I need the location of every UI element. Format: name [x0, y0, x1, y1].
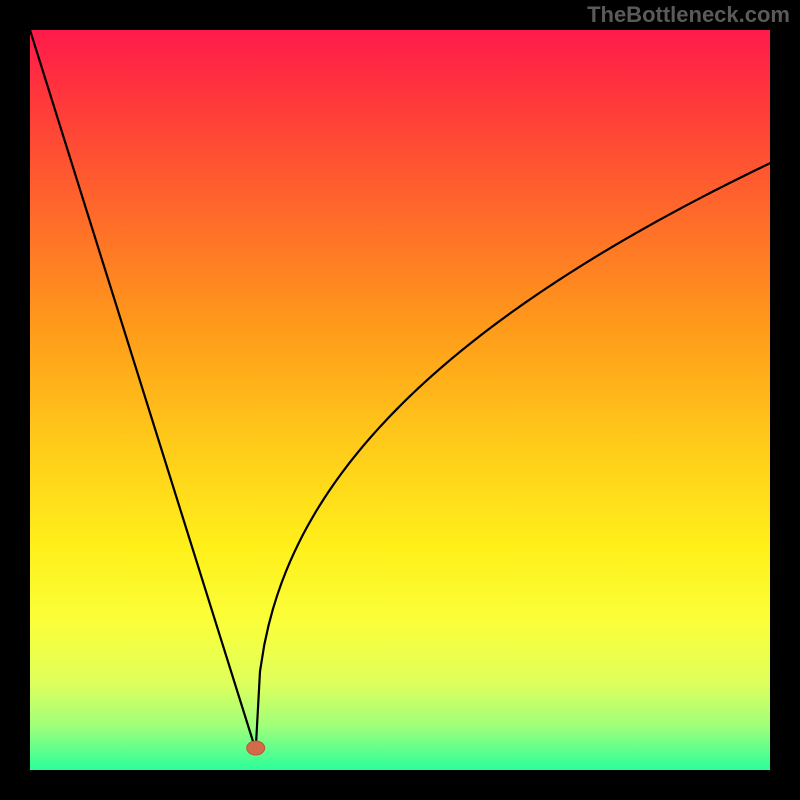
- bottleneck-chart: [0, 0, 800, 800]
- optimal-point-marker: [247, 741, 265, 755]
- chart-container: TheBottleneck.com: [0, 0, 800, 800]
- plot-background: [30, 30, 770, 770]
- watermark-text: TheBottleneck.com: [587, 2, 790, 28]
